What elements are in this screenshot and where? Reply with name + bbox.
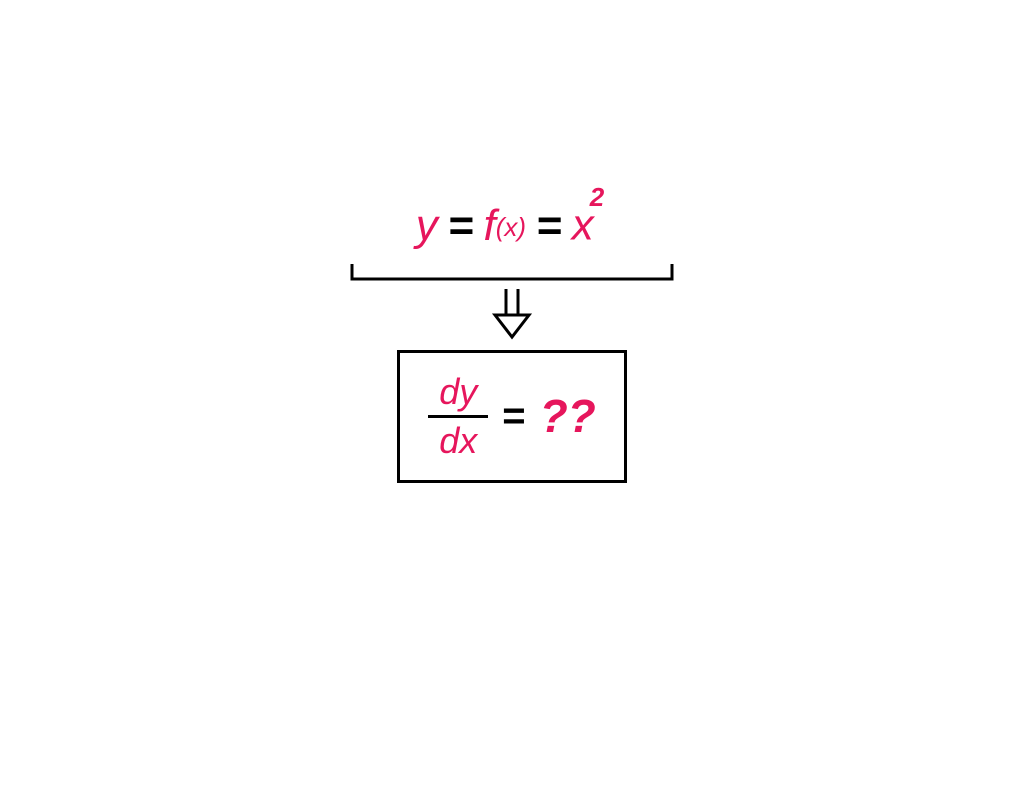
- f-argument: (x): [496, 212, 526, 242]
- derivative-fraction: dy dx: [428, 371, 488, 462]
- equals-sign-3: =: [502, 394, 525, 439]
- top-equation: y = f(x) = x2: [416, 200, 608, 251]
- denominator-dx: dx: [439, 420, 477, 462]
- equals-sign-1: =: [448, 201, 474, 251]
- f-letter: f: [483, 201, 495, 250]
- numerator-dy: dy: [439, 371, 477, 413]
- x-squared: x2: [572, 200, 608, 251]
- fraction-bar: [428, 415, 488, 418]
- question-marks: ??: [540, 389, 596, 443]
- underbracket: [342, 259, 682, 289]
- function-f: f(x): [483, 201, 526, 251]
- down-arrow-icon: [487, 287, 537, 342]
- equals-sign-2: =: [536, 201, 562, 251]
- math-diagram: y = f(x) = x2 dy dx = ??: [342, 200, 682, 483]
- result-box: dy dx = ??: [397, 350, 627, 483]
- variable-y: y: [416, 201, 438, 251]
- exponent-2: 2: [590, 182, 604, 212]
